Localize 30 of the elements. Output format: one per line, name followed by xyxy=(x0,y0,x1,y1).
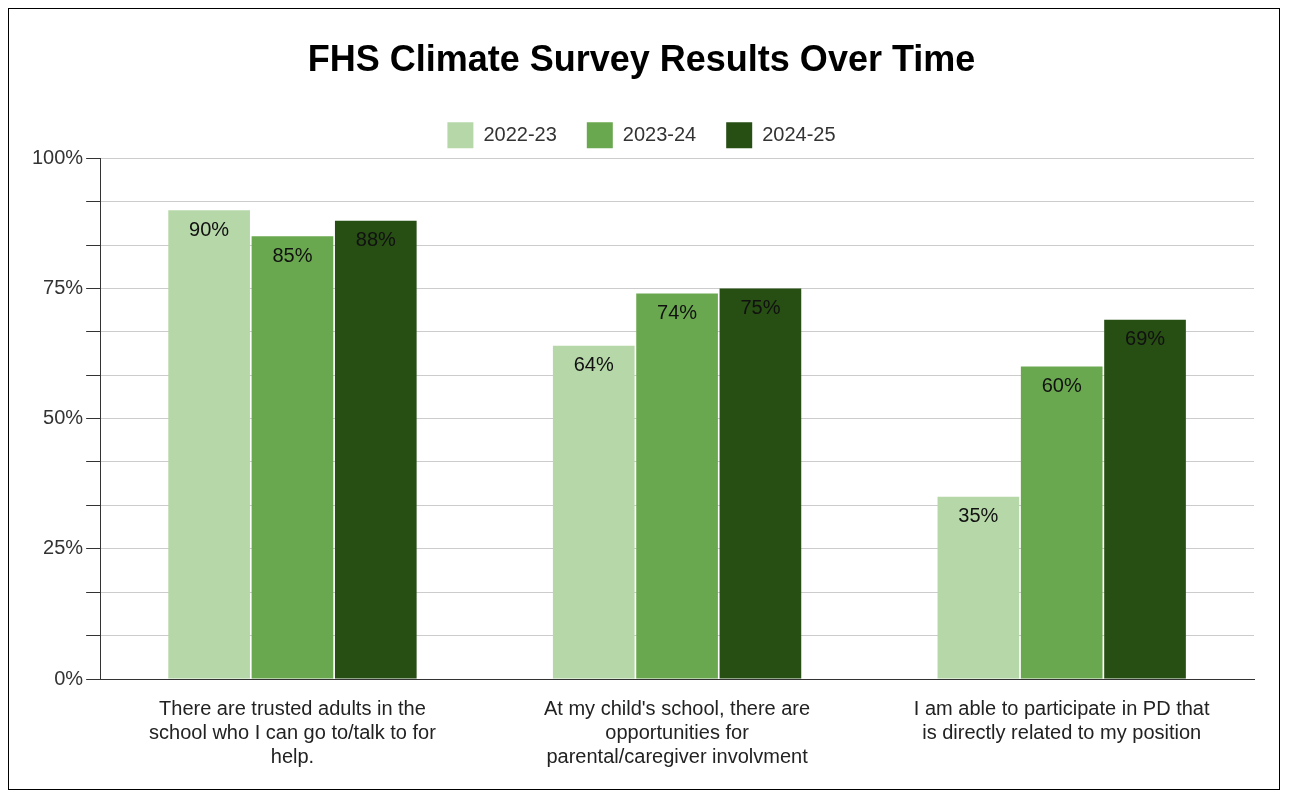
y-tick-label: 50% xyxy=(43,406,84,429)
y-tick-label: 0% xyxy=(54,666,84,689)
x-tick-label: I am able to participate in PD that is directly related to my position xyxy=(913,696,1210,743)
data-label: 60% xyxy=(1041,374,1082,397)
data-label: 64% xyxy=(573,353,614,376)
data-label: 75% xyxy=(740,295,781,318)
bar xyxy=(1104,319,1186,679)
y-tick-label: 25% xyxy=(43,536,84,559)
data-label: 74% xyxy=(657,301,698,324)
bar xyxy=(719,288,802,679)
data-label: 90% xyxy=(189,217,230,240)
bar xyxy=(251,236,334,679)
y-tick-label: 100% xyxy=(32,145,84,168)
legend-label: 2022-23 xyxy=(483,122,557,145)
chart-title: FHS Climate Survey Results Over Time xyxy=(307,37,976,79)
legend-label: 2023-24 xyxy=(622,122,697,145)
bar xyxy=(552,345,635,679)
y-tick-label: 75% xyxy=(43,275,84,298)
bar xyxy=(1020,366,1103,679)
bar xyxy=(636,293,718,679)
data-label: 85% xyxy=(272,243,313,266)
bar xyxy=(168,210,250,679)
data-label: 69% xyxy=(1125,327,1166,350)
bar xyxy=(937,496,1020,679)
x-tick-label: At my child's school, there are opportunities for parental/caregiver involvment xyxy=(544,696,811,767)
bar xyxy=(334,220,417,679)
data-label: 88% xyxy=(355,228,397,251)
data-label: 35% xyxy=(958,504,999,527)
legend-label: 2024-25 xyxy=(762,122,836,145)
x-tick-label: There are trusted adults in the school who I can go to/talk to for help. xyxy=(149,696,437,767)
